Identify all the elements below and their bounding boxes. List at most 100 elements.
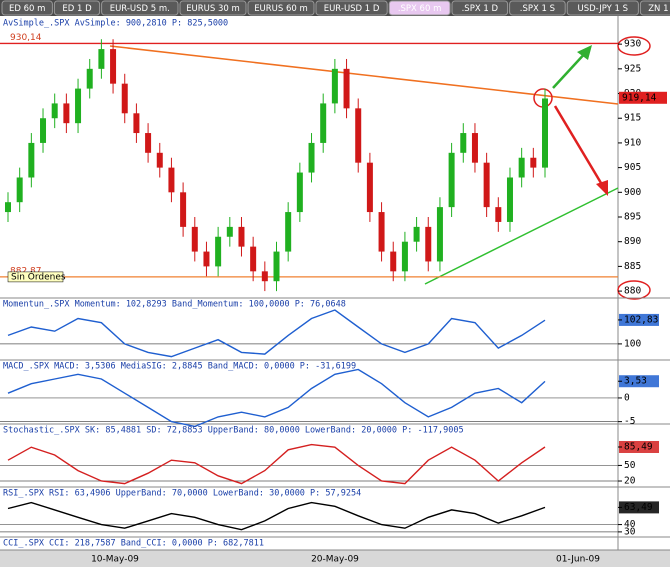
tab bbox=[101, 0, 179, 16]
indicator-line bbox=[7, 501, 546, 531]
indicator-line bbox=[7, 443, 546, 485]
candle-body bbox=[506, 177, 513, 222]
panel-header: MACD_.SPX MACD: 3,5306 MediaSIG: 2,8845 … bbox=[3, 362, 356, 372]
candle-body bbox=[355, 108, 362, 163]
value-box bbox=[619, 313, 659, 326]
candle-body bbox=[261, 271, 268, 282]
tick-label: 100 bbox=[624, 338, 641, 349]
tab-label: ED 1 D bbox=[62, 4, 92, 14]
tick-label: 905 bbox=[624, 162, 641, 173]
candle-body bbox=[285, 212, 292, 252]
tick-label: 30 bbox=[624, 526, 636, 537]
candle-body bbox=[226, 226, 233, 237]
candle-body bbox=[40, 118, 47, 143]
candle-body bbox=[203, 251, 210, 267]
candle-body bbox=[180, 192, 187, 227]
value-box bbox=[619, 501, 659, 514]
candle-body bbox=[542, 98, 548, 168]
tab-label: .SPX 1 S bbox=[520, 4, 555, 14]
tab-label: ED 60 m bbox=[9, 4, 45, 14]
tab-label: .SPX 60 m bbox=[398, 4, 442, 14]
candle-body bbox=[436, 207, 443, 262]
candle-body bbox=[63, 103, 70, 124]
candle-body bbox=[390, 251, 397, 272]
tick-label: 63,49 bbox=[624, 502, 653, 513]
support-line bbox=[424, 187, 619, 285]
candle-body bbox=[250, 246, 257, 272]
tab bbox=[639, 0, 670, 16]
candle-body bbox=[168, 167, 175, 193]
candle-body bbox=[51, 103, 58, 119]
candle-body bbox=[98, 49, 105, 69]
tab bbox=[1, 0, 53, 16]
tab bbox=[53, 0, 101, 16]
tab-label: .SPX 1 D bbox=[462, 4, 499, 14]
candle-body bbox=[401, 241, 408, 272]
candle-body bbox=[495, 207, 502, 222]
tab bbox=[315, 0, 388, 16]
tick-label: 890 bbox=[624, 236, 641, 247]
tick-label: 930 bbox=[624, 39, 641, 50]
candle-body bbox=[75, 88, 82, 124]
tick-label: 910 bbox=[624, 137, 641, 148]
panel-header: AvSimple_.SPX AvSimple: 900,2810 P: 825,… bbox=[3, 19, 228, 29]
candle-body bbox=[273, 251, 280, 282]
up-arrow bbox=[552, 49, 589, 89]
candle-body bbox=[425, 226, 432, 262]
tick-label: 915 bbox=[624, 113, 641, 124]
down-arrowhead bbox=[596, 180, 608, 196]
value-box bbox=[619, 375, 659, 388]
tab-label: USD-JPY 1 S bbox=[578, 4, 629, 14]
tab bbox=[566, 0, 639, 16]
candle-body bbox=[191, 226, 198, 252]
tick-label: 85,49 bbox=[624, 441, 653, 452]
candle-body bbox=[308, 142, 315, 173]
header-bg bbox=[2, 18, 207, 28]
candle-body bbox=[121, 83, 128, 114]
candle-body bbox=[238, 226, 245, 247]
candle-body bbox=[483, 162, 490, 208]
candle-body bbox=[215, 236, 222, 267]
candle-body bbox=[331, 68, 338, 104]
last-price-label: 919,14 bbox=[622, 92, 657, 103]
tick-label: 102,83 bbox=[624, 314, 658, 325]
date-label: 10-May-09 bbox=[91, 555, 139, 565]
indicator-line bbox=[7, 309, 546, 358]
tick-label: 50 bbox=[624, 460, 636, 471]
tab bbox=[247, 0, 315, 16]
candle-body bbox=[518, 157, 525, 178]
candle-body bbox=[471, 133, 478, 163]
up-arrowhead bbox=[577, 45, 592, 60]
date-label: 01-Jun-09 bbox=[556, 555, 600, 565]
date-label: 20-May-09 bbox=[311, 555, 359, 565]
tick-label: 885 bbox=[624, 261, 641, 272]
tab bbox=[451, 0, 509, 16]
tick-label: -5 bbox=[624, 416, 635, 427]
panel-header: CCI_.SPX CCI: 218,7587 Band_CCI: 0,0000 … bbox=[3, 539, 264, 549]
orders-box bbox=[7, 271, 64, 283]
tick-label: 880 bbox=[624, 286, 641, 297]
candle-body bbox=[28, 142, 35, 178]
tick-label: 925 bbox=[624, 63, 641, 74]
candle-body bbox=[133, 113, 140, 134]
indicator-line bbox=[7, 368, 546, 428]
tick-label: 0 bbox=[624, 392, 630, 403]
panel-header: RSI_.SPX RSI: 63,4906 UpperBand: 70,0000… bbox=[3, 489, 361, 499]
tab-label: EURUS 60 m bbox=[254, 4, 308, 14]
candle-body bbox=[145, 133, 152, 153]
tab-label: EUR-USD 5 m. bbox=[110, 4, 170, 14]
candle-body bbox=[448, 152, 455, 208]
panel-header: Stochastic_.SPX SK: 85,4881 SD: 72,8853 … bbox=[3, 426, 464, 436]
candle-body bbox=[320, 103, 327, 143]
date-bar bbox=[0, 550, 670, 567]
candle-body bbox=[86, 68, 93, 89]
level-label: 882,87 bbox=[10, 266, 42, 276]
highlight-ellipse bbox=[617, 280, 651, 300]
resistance-line bbox=[109, 45, 619, 105]
tab-label: EURUS 30 m bbox=[186, 4, 240, 14]
down-arrow bbox=[553, 105, 606, 189]
tick-label: 900 bbox=[624, 187, 641, 198]
candle-body bbox=[343, 68, 350, 109]
value-box bbox=[619, 440, 659, 453]
